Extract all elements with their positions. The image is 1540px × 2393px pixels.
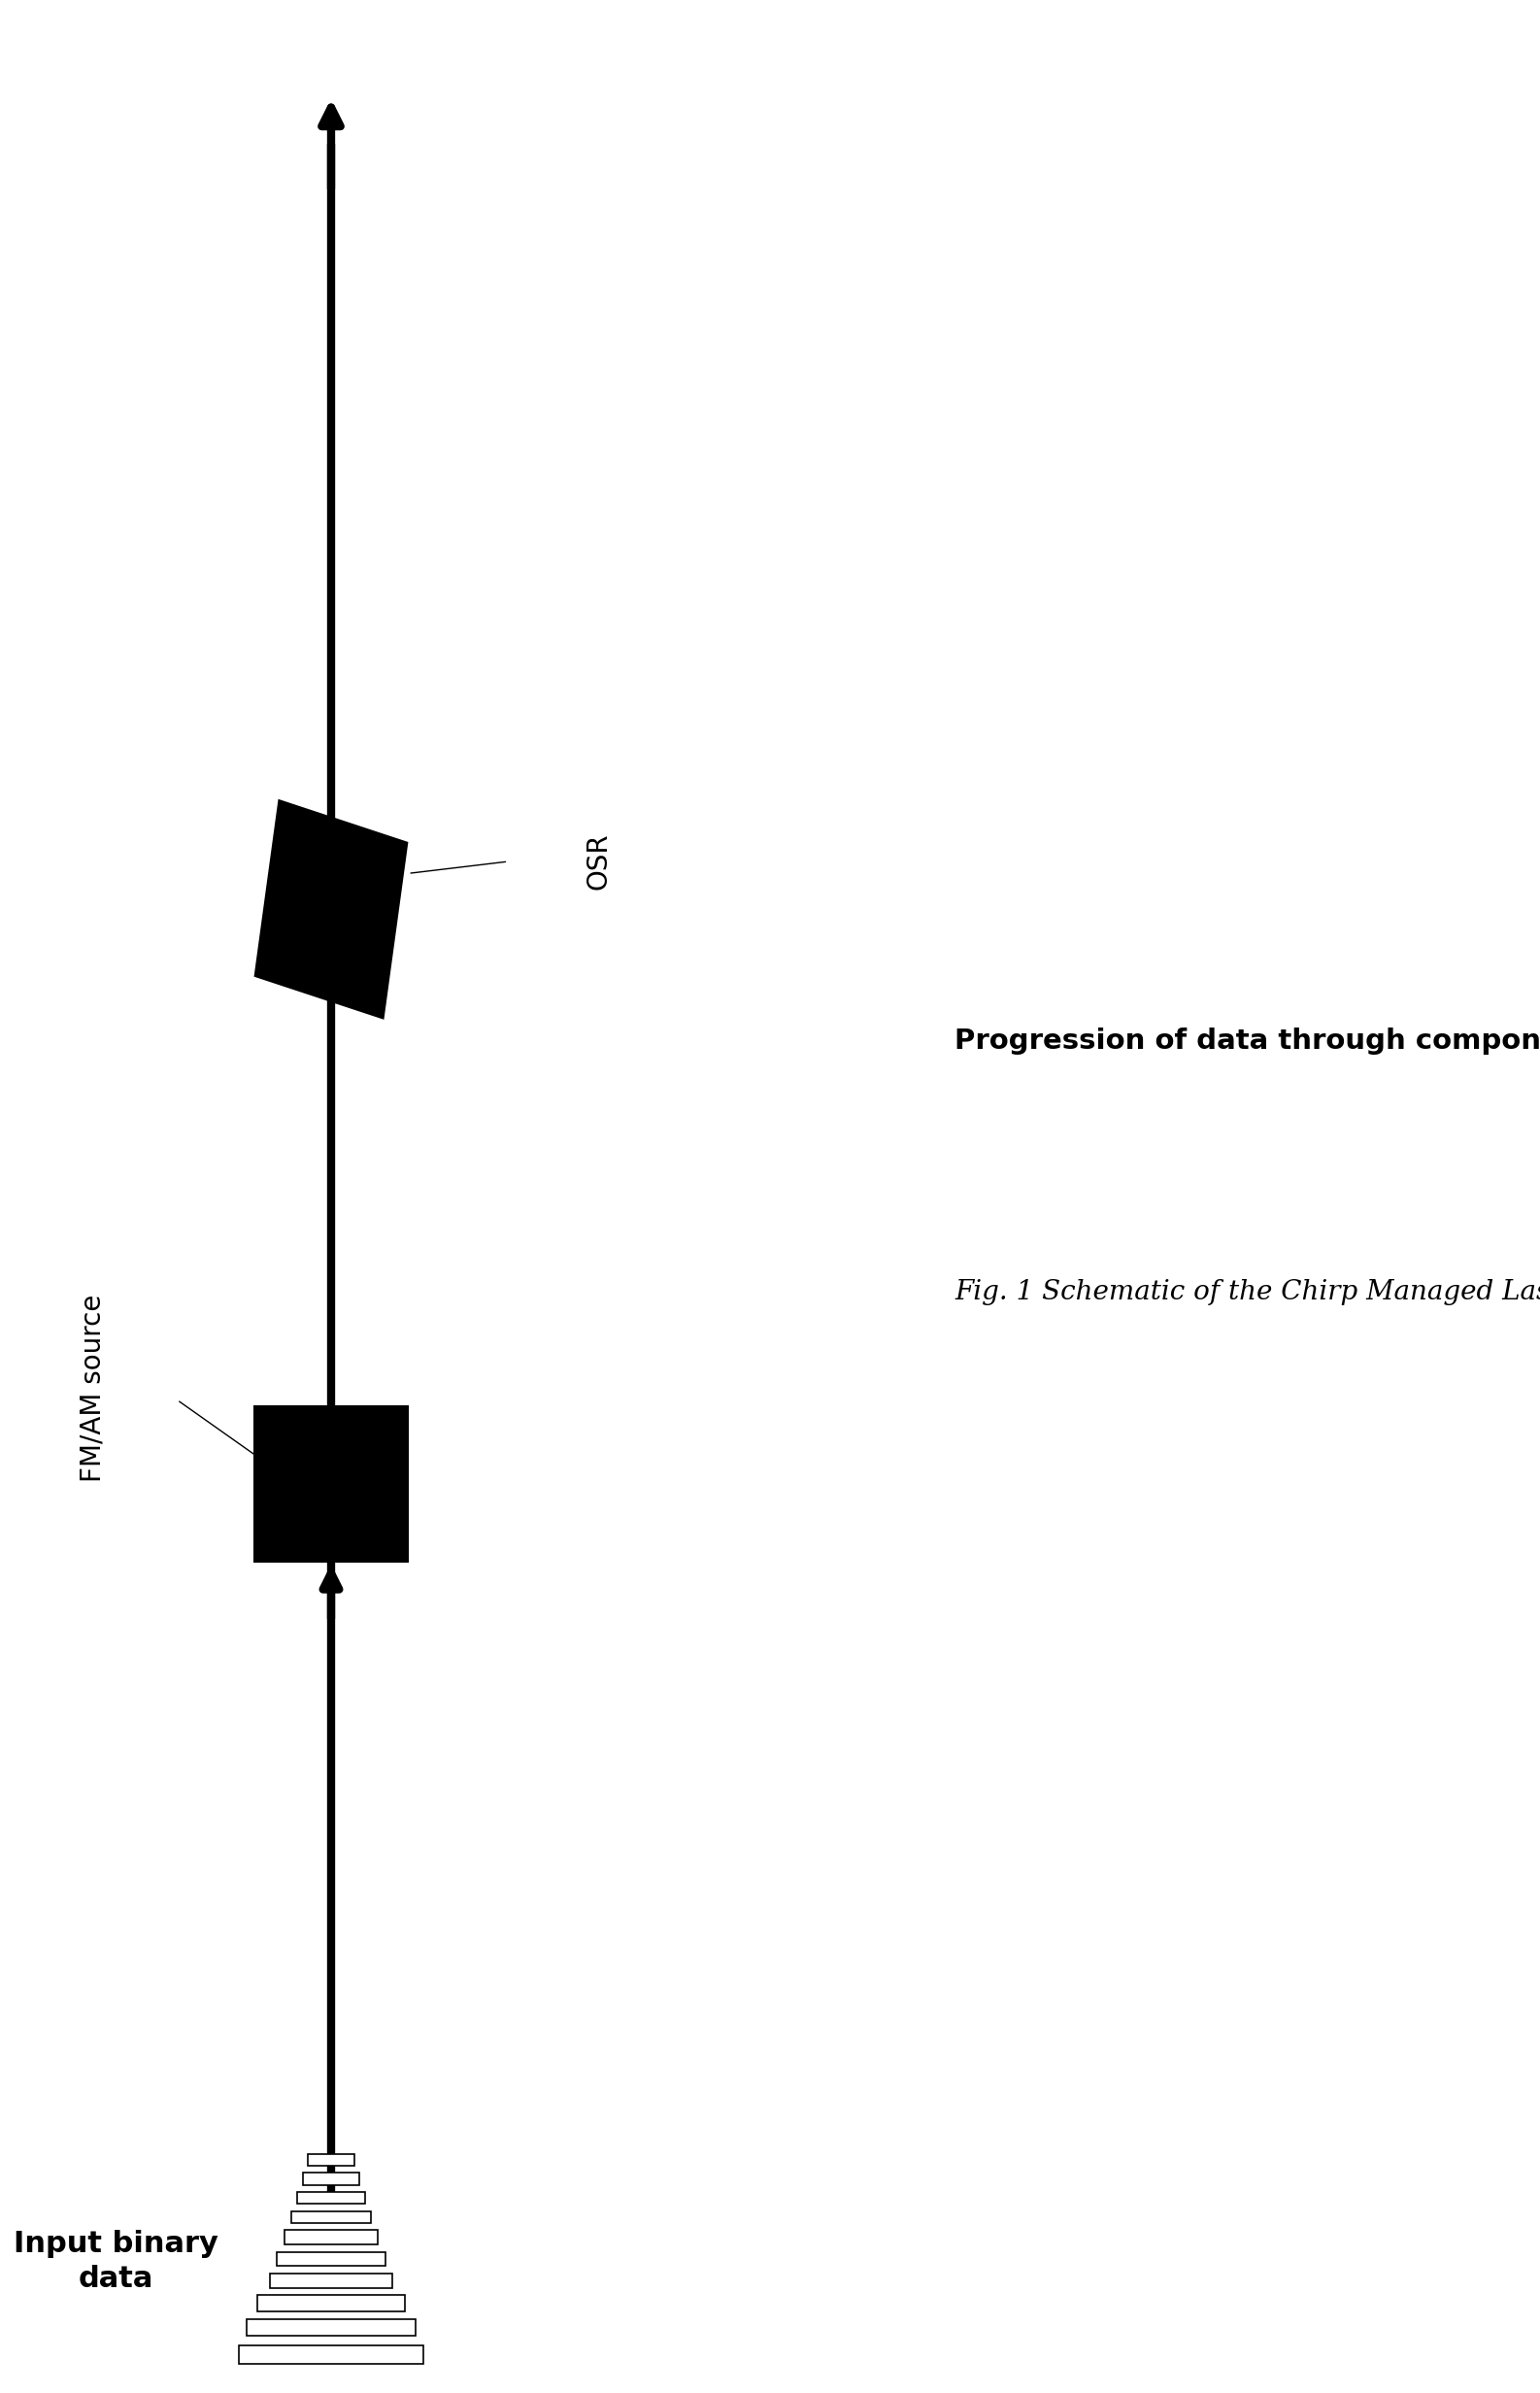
Bar <box>257 2295 405 2312</box>
Bar <box>269 2273 393 2288</box>
Bar <box>285 2230 377 2245</box>
Text: Progression of data through components of the transmitter chain: Progression of data through components o… <box>955 1027 1540 1055</box>
Text: FM/AM source: FM/AM source <box>79 1295 106 1481</box>
Bar <box>303 2173 359 2185</box>
Bar <box>277 2252 385 2266</box>
Bar <box>246 2319 416 2336</box>
Text: Input binary
data: Input binary data <box>14 2230 217 2292</box>
Bar <box>239 2345 424 2364</box>
Bar <box>254 1405 408 1560</box>
Bar <box>308 2154 354 2166</box>
Text: OSR: OSR <box>585 833 613 890</box>
Bar <box>297 2192 365 2204</box>
Polygon shape <box>256 799 407 1019</box>
Text: Fig. 1 Schematic of the Chirp Managed Laser: Fig. 1 Schematic of the Chirp Managed La… <box>955 1280 1540 1304</box>
Bar <box>291 2211 371 2223</box>
